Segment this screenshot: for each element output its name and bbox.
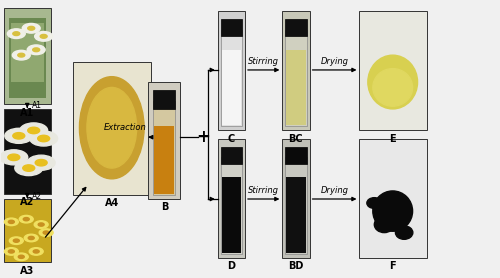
Text: Stirring: Stirring [248, 57, 279, 66]
Circle shape [5, 128, 32, 143]
Ellipse shape [373, 191, 412, 231]
FancyBboxPatch shape [4, 199, 51, 262]
Circle shape [4, 248, 18, 255]
FancyBboxPatch shape [74, 62, 150, 195]
Text: +: + [196, 128, 209, 146]
Circle shape [27, 45, 45, 54]
Circle shape [4, 218, 18, 226]
Text: E: E [390, 134, 396, 144]
Ellipse shape [80, 77, 144, 179]
Text: F: F [390, 261, 396, 271]
Circle shape [24, 218, 29, 221]
FancyBboxPatch shape [12, 23, 44, 82]
Circle shape [38, 223, 44, 226]
FancyBboxPatch shape [218, 11, 245, 130]
Ellipse shape [374, 217, 394, 233]
Circle shape [24, 234, 38, 242]
Circle shape [29, 248, 43, 255]
Text: A1: A1 [20, 108, 34, 118]
Circle shape [30, 131, 58, 146]
Text: BD: BD [288, 261, 304, 271]
Text: A2: A2 [32, 192, 42, 200]
Circle shape [20, 215, 33, 223]
Circle shape [14, 253, 28, 260]
Text: B: B [161, 202, 168, 212]
Circle shape [43, 231, 49, 234]
Circle shape [8, 29, 26, 38]
FancyBboxPatch shape [9, 18, 46, 98]
Circle shape [8, 220, 14, 224]
Circle shape [39, 229, 53, 236]
FancyBboxPatch shape [4, 109, 51, 193]
FancyBboxPatch shape [220, 147, 242, 164]
FancyBboxPatch shape [4, 8, 51, 104]
Text: D: D [227, 261, 235, 271]
FancyBboxPatch shape [153, 101, 176, 195]
Circle shape [28, 236, 34, 240]
FancyBboxPatch shape [152, 90, 176, 109]
FancyBboxPatch shape [286, 177, 306, 253]
Circle shape [8, 250, 14, 253]
FancyBboxPatch shape [222, 50, 241, 125]
Circle shape [34, 31, 52, 41]
Text: A2: A2 [20, 197, 34, 207]
Circle shape [28, 127, 40, 134]
Ellipse shape [368, 55, 418, 109]
Ellipse shape [396, 226, 413, 239]
Text: A4: A4 [104, 198, 119, 208]
FancyBboxPatch shape [286, 147, 306, 164]
Circle shape [40, 34, 47, 38]
FancyBboxPatch shape [286, 30, 306, 126]
FancyBboxPatch shape [286, 50, 306, 125]
Text: Stirring: Stirring [248, 186, 279, 195]
Circle shape [8, 154, 20, 161]
Circle shape [28, 26, 34, 30]
Circle shape [22, 23, 40, 33]
Text: A3: A3 [20, 266, 34, 276]
Circle shape [0, 150, 28, 165]
FancyBboxPatch shape [154, 126, 174, 193]
Circle shape [18, 53, 25, 57]
FancyBboxPatch shape [286, 157, 306, 254]
Circle shape [23, 165, 34, 171]
FancyBboxPatch shape [360, 11, 426, 130]
Circle shape [13, 32, 20, 36]
Circle shape [10, 237, 24, 244]
Text: Drying: Drying [320, 186, 348, 195]
Text: Drying: Drying [320, 57, 348, 66]
FancyBboxPatch shape [360, 138, 426, 258]
FancyBboxPatch shape [220, 30, 242, 126]
FancyBboxPatch shape [148, 82, 180, 199]
Ellipse shape [373, 69, 412, 106]
Circle shape [15, 161, 42, 176]
FancyBboxPatch shape [222, 177, 241, 253]
FancyBboxPatch shape [220, 19, 242, 36]
Ellipse shape [87, 87, 136, 168]
Circle shape [32, 48, 40, 52]
FancyBboxPatch shape [282, 11, 310, 130]
Circle shape [27, 155, 55, 170]
Text: Extraction: Extraction [104, 123, 146, 132]
Ellipse shape [367, 198, 382, 208]
Circle shape [18, 255, 24, 259]
Circle shape [35, 160, 47, 166]
Circle shape [33, 250, 39, 253]
FancyBboxPatch shape [220, 157, 242, 254]
Text: BC: BC [288, 134, 303, 144]
Circle shape [13, 133, 25, 139]
Circle shape [34, 221, 48, 228]
Circle shape [38, 135, 50, 142]
Circle shape [20, 123, 48, 138]
FancyBboxPatch shape [286, 19, 306, 36]
FancyBboxPatch shape [282, 138, 310, 258]
Text: C: C [228, 134, 234, 144]
Circle shape [12, 50, 30, 60]
Text: A1: A1 [32, 101, 42, 110]
FancyBboxPatch shape [218, 138, 245, 258]
Circle shape [14, 239, 20, 242]
